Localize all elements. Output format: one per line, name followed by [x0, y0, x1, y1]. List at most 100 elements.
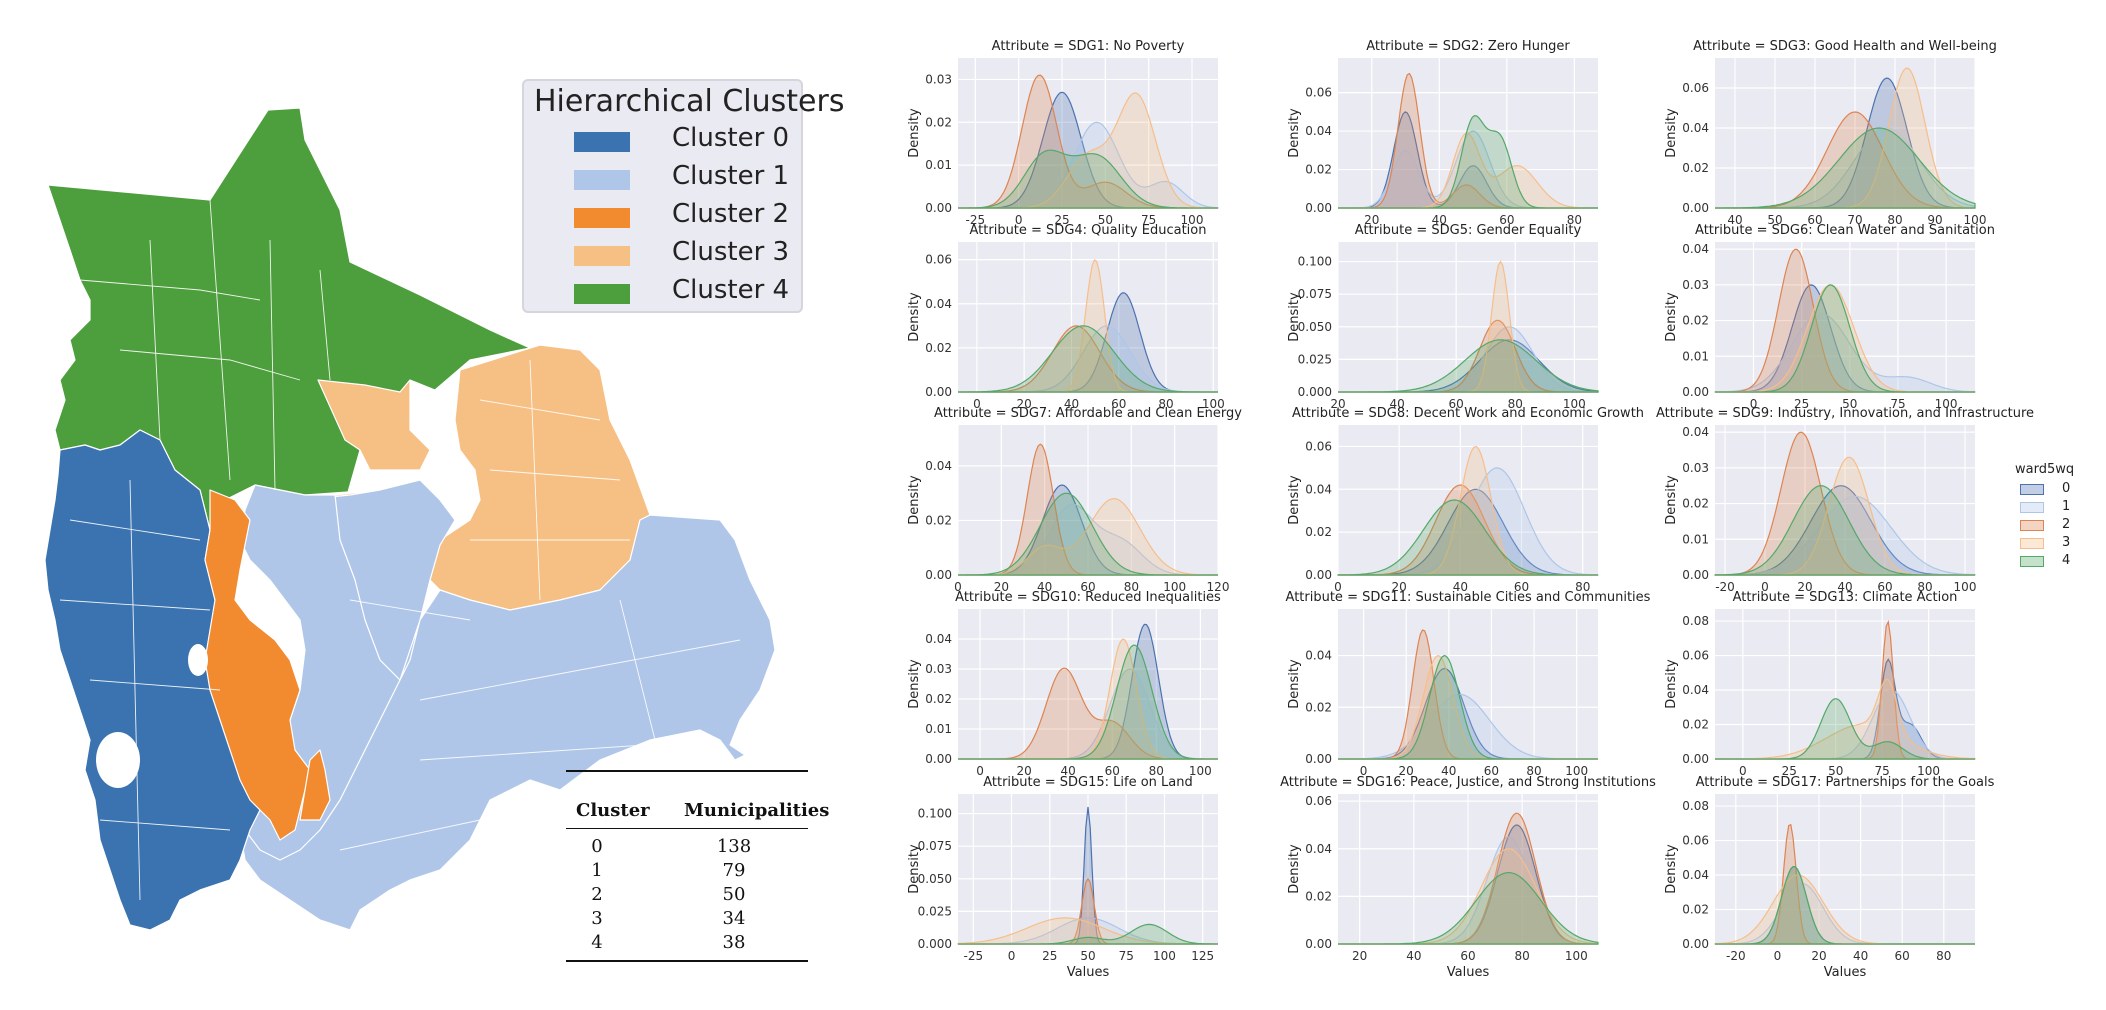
kde-subplot: 40 50 60 70 80 90 100 0.00 0.02 0.04 0.06 Attribute… [1664, 39, 1997, 227]
table-cell: 1 [591, 860, 603, 881]
kde-curve-4 [1338, 339, 1599, 393]
kde-curve-4 [958, 325, 1218, 393]
x-tick-label: 100 [1189, 764, 1212, 778]
y-tick-label: 0.02 [1682, 161, 1709, 175]
y-axis-label: Density [1664, 475, 1679, 525]
kde-legend-title: ward5wq [2015, 462, 2075, 477]
kde-subplot: -20 0 20 40 60 80 100 0.00 0.01 0.02 0.03 0.04 Attri… [1656, 406, 2034, 594]
y-axis-label: Density [1664, 292, 1679, 342]
x-tick-label: 20 [1364, 213, 1379, 227]
region-cluster-0 [44, 429, 291, 931]
y-tick-label: 0.06 [1305, 794, 1332, 808]
x-tick-label: 0 [1761, 580, 1769, 594]
kde-subplot: 20 40 60 80 100 0.00 0.02 0.04 0.06 Attribute = S… [1280, 775, 1656, 980]
y-tick-label: 0.04 [1305, 842, 1332, 856]
y-tick-label: 0.02 [1682, 903, 1709, 917]
kde-curve-4 [1338, 114, 1598, 209]
y-tick-label: 0.00 [925, 385, 952, 399]
x-tick-label: 80 [1508, 397, 1523, 411]
y-tick-label: 0.00 [1682, 752, 1709, 766]
kde-grid: -25 0 25 50 75 100 0.00 0.01 0.02 0.03 Attribute =… [907, 39, 2034, 980]
y-tick-label: 0.050 [918, 872, 952, 886]
lake-poopo [188, 644, 208, 676]
plot-background [958, 58, 1218, 208]
y-tick-label: 0.00 [1682, 568, 1709, 582]
y-tick-label: 0.075 [918, 839, 952, 853]
x-tick-label: 25 [1054, 213, 1069, 227]
legend-swatch [574, 246, 630, 266]
kde-subplot: 20 40 60 80 100 0.000 0.025 0.050 0.075 0.100 Attr… [1287, 223, 1599, 411]
x-tick-label: 80 [1917, 580, 1932, 594]
table-cell: 0 [591, 836, 603, 857]
x-tick-label: 80 [1124, 580, 1139, 594]
x-tick-label: 60 [1484, 764, 1499, 778]
kde-legend-label: 1 [2062, 499, 2071, 514]
cluster-map [44, 107, 776, 931]
y-tick-label: 0.04 [1682, 868, 1709, 882]
x-tick-label: 100 [1964, 213, 1987, 227]
table-cell: 38 [722, 932, 746, 953]
plot-background [1338, 609, 1598, 759]
x-tick-label: 0 [973, 397, 981, 411]
kde-curve-4 [1715, 284, 1975, 393]
kde-curve-1 [1714, 312, 1976, 393]
kde-curve-4 [1338, 654, 1598, 760]
y-tick-label: 0.02 [1305, 700, 1332, 714]
x-tick-label: 100 [1954, 580, 1977, 594]
kde-subplot: 0 20 40 60 80 0.00 0.02 0.04 0.06 Attribute = SDG… [1287, 406, 1644, 594]
y-tick-label: 0.000 [918, 937, 952, 951]
y-tick-label: 0.04 [1682, 242, 1709, 256]
subplot-title: Attribute = SDG8: Decent Work and Econom… [1292, 406, 1644, 421]
map-legend: Hierarchical Clusters Cluster 0 Cluster … [522, 79, 844, 313]
x-tick-label: 0 [1750, 397, 1758, 411]
subplot-title: Attribute = SDG1: No Poverty [992, 39, 1185, 54]
kde-legend-swatch [2020, 538, 2044, 549]
kde-curve-4 [958, 644, 1218, 760]
x-tick-label: 40 [1432, 213, 1447, 227]
y-tick-label: 0.04 [925, 297, 952, 311]
kde-curve-4 [1337, 499, 1598, 576]
kde-curve-4 [958, 923, 1218, 945]
kde-curve-3 [958, 497, 1218, 576]
x-tick-label: 40 [1064, 397, 1079, 411]
x-tick-label: 0 [976, 764, 984, 778]
kde-subplot: 0 20 40 60 80 100 0.00 0.01 0.02 0.03 0.04 Attribut… [907, 590, 1221, 778]
x-tick-label: 25 [1042, 949, 1057, 963]
subplot-title: Attribute = SDG16: Peace, Justice, and S… [1280, 775, 1656, 790]
y-tick-label: 0.01 [925, 722, 952, 736]
x-tick-label: 80 [1149, 764, 1164, 778]
x-tick-label: 60 [1460, 949, 1475, 963]
y-tick-label: 0.03 [925, 72, 952, 86]
x-tick-label: 0 [1774, 949, 1782, 963]
table-cell: 4 [591, 932, 603, 953]
y-tick-label: 0.06 [1682, 834, 1709, 848]
lake-titicaca [96, 732, 140, 788]
y-tick-label: 0.00 [925, 752, 952, 766]
y-tick-label: 0.03 [925, 662, 952, 676]
y-axis-label: Density [1287, 844, 1302, 894]
x-tick-label: 75 [1875, 764, 1890, 778]
y-axis-label: Density [1287, 108, 1302, 158]
x-tick-label: 50 [1767, 213, 1782, 227]
y-axis-label: Density [1287, 659, 1302, 709]
x-tick-label: 0 [1008, 949, 1016, 963]
x-tick-label: 40 [1037, 580, 1052, 594]
map-panel: Hierarchical Clusters Cluster 0 Cluster … [0, 0, 860, 1006]
kde-subplot: 0 20 40 60 80 100 0.00 0.02 0.04 0.06 Attribute = … [907, 223, 1225, 411]
x-tick-label: -25 [966, 213, 986, 227]
kde-legend-label: 2 [2062, 517, 2071, 532]
x-tick-label: 60 [1877, 580, 1892, 594]
y-tick-label: 0.050 [1298, 320, 1332, 334]
map-legend-title: Hierarchical Clusters [534, 84, 845, 119]
kde-curve-3 [1715, 678, 1976, 760]
y-tick-label: 0.02 [1305, 163, 1332, 177]
table-header-cluster: Cluster [576, 800, 650, 821]
x-tick-label: 0 [954, 580, 962, 594]
y-tick-label: 0.02 [925, 115, 952, 129]
y-axis-label: Density [907, 108, 922, 158]
y-axis-label: Density [1664, 844, 1679, 894]
x-tick-label: 40 [1727, 213, 1742, 227]
x-tick-label: -20 [1726, 949, 1746, 963]
subplot-title: Attribute = SDG5: Gender Equality [1355, 223, 1582, 238]
y-tick-label: 0.04 [1305, 482, 1332, 496]
